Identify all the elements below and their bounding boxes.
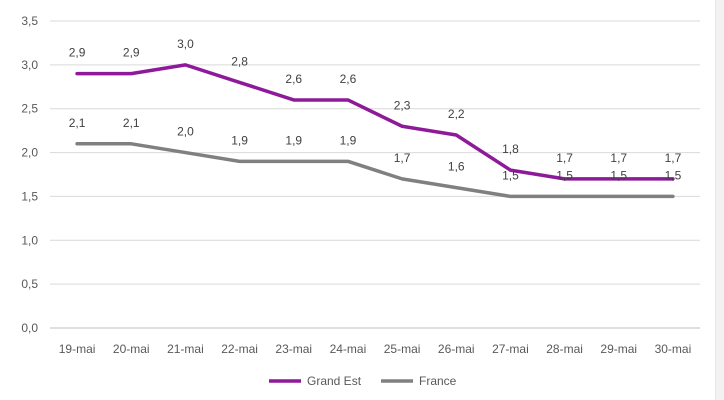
data-label: 3,0 bbox=[177, 37, 194, 51]
data-label: 1,9 bbox=[231, 133, 248, 147]
x-tick-label: 24-mai bbox=[330, 342, 367, 356]
data-labels: 2,9 2,9 3,0 2,8 2,6 2,6 2,3 2,2 1,8 1,7 1,7 1,7 2,1 2… bbox=[69, 37, 682, 183]
y-tick-label: 1,5 bbox=[21, 189, 38, 203]
y-tick-label: 0,5 bbox=[21, 277, 38, 291]
data-label: 2,1 bbox=[69, 116, 86, 130]
x-tick-label: 26-mai bbox=[438, 342, 475, 356]
x-tick-label: 19-mai bbox=[59, 342, 96, 356]
data-label: 2,8 bbox=[231, 54, 248, 68]
data-label: 2,6 bbox=[340, 72, 357, 86]
data-label: 2,0 bbox=[177, 125, 194, 139]
series-line-grand-est bbox=[75, 63, 675, 181]
data-label: 1,7 bbox=[610, 151, 627, 165]
legend: Grand Est France bbox=[269, 374, 457, 388]
y-axis-tick-labels: 0,0 0,5 1,0 1,5 2,0 2,5 3,0 3,5 bbox=[21, 14, 38, 335]
x-tick-label: 20-mai bbox=[113, 342, 150, 356]
data-label: 1,5 bbox=[502, 168, 519, 182]
data-label: 1,8 bbox=[502, 142, 519, 156]
data-label: 2,3 bbox=[394, 98, 411, 112]
data-label: 1,5 bbox=[556, 168, 573, 182]
data-label: 1,7 bbox=[556, 151, 573, 165]
data-label: 2,2 bbox=[448, 107, 465, 121]
y-tick-label: 1,0 bbox=[21, 233, 38, 247]
data-label: 2,6 bbox=[285, 72, 302, 86]
y-tick-label: 3,0 bbox=[21, 58, 38, 72]
gridlines bbox=[50, 20, 700, 329]
data-label: 1,9 bbox=[285, 133, 302, 147]
x-tick-label: 21-mai bbox=[167, 342, 204, 356]
y-tick-label: 0,0 bbox=[21, 321, 38, 335]
x-tick-label: 27-mai bbox=[492, 342, 529, 356]
data-label: 1,7 bbox=[665, 151, 682, 165]
y-tick-label: 3,5 bbox=[21, 14, 38, 28]
x-tick-label: 28-mai bbox=[546, 342, 583, 356]
y-tick-label: 2,0 bbox=[21, 146, 38, 160]
series-line-france bbox=[75, 142, 675, 199]
series-lines bbox=[75, 63, 675, 199]
x-tick-label: 22-mai bbox=[221, 342, 258, 356]
legend-label: Grand Est bbox=[307, 374, 362, 388]
data-label: 1,9 bbox=[340, 133, 357, 147]
legend-label: France bbox=[419, 374, 457, 388]
x-tick-label: 23-mai bbox=[275, 342, 312, 356]
data-label: 2,1 bbox=[123, 116, 140, 130]
window-edge bbox=[715, 0, 724, 400]
data-label: 1,5 bbox=[665, 168, 682, 182]
x-axis-tick-labels: 19-mai 20-mai 21-mai 22-mai 23-mai 24-mai 25-m… bbox=[59, 342, 692, 356]
data-label: 2,9 bbox=[123, 46, 140, 60]
y-tick-label: 2,5 bbox=[21, 102, 38, 116]
data-label: 1,7 bbox=[394, 151, 411, 165]
data-label: 2,9 bbox=[69, 46, 86, 60]
data-label: 1,6 bbox=[448, 160, 465, 174]
x-tick-label: 29-mai bbox=[600, 342, 637, 356]
x-tick-label: 25-mai bbox=[384, 342, 421, 356]
x-tick-label: 30-mai bbox=[655, 342, 692, 356]
data-label: 1,5 bbox=[610, 168, 627, 182]
